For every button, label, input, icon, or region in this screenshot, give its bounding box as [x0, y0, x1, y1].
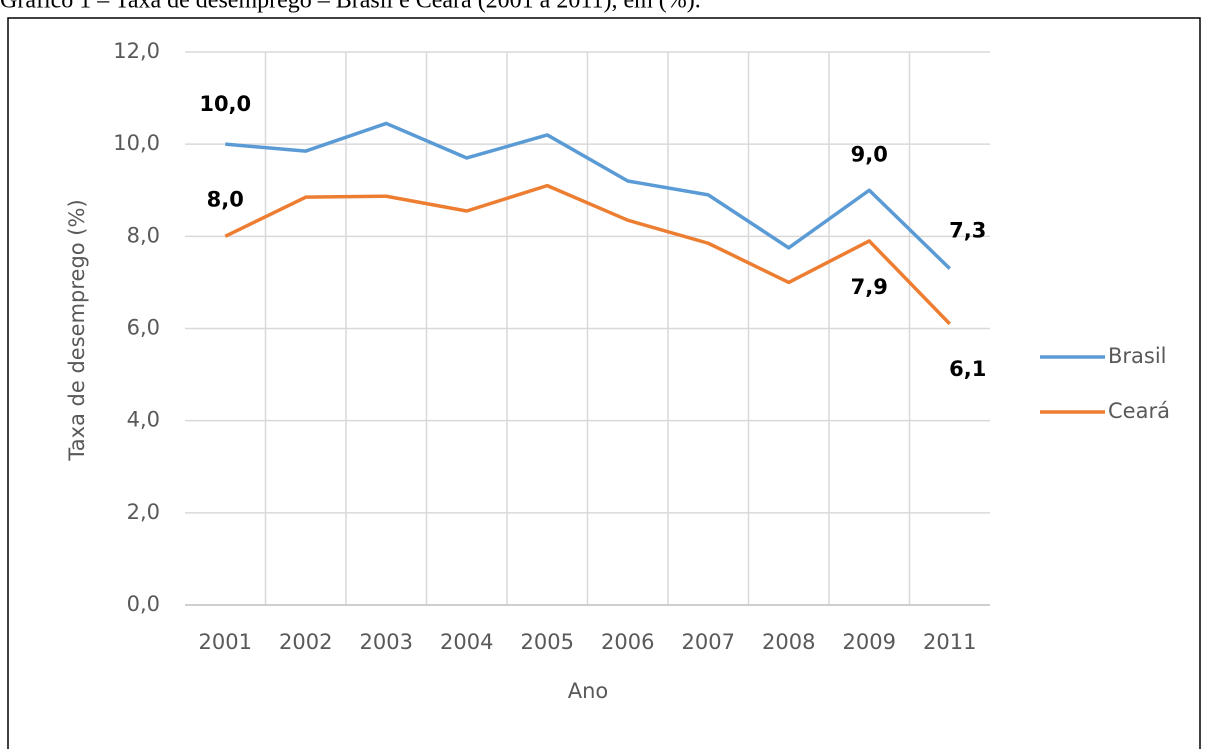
y-tick-label: 6,0 [127, 316, 160, 340]
x-tick-label: 2006 [601, 630, 654, 654]
x-tick-label: 2005 [521, 630, 574, 654]
y-tick-label: 12,0 [113, 39, 160, 63]
chart-border [7, 17, 1201, 749]
y-tick-label: 10,0 [113, 131, 160, 155]
data-label: 10,0 [199, 92, 251, 116]
data-label: 7,3 [949, 219, 986, 243]
data-label: 9,0 [851, 142, 888, 166]
x-tick-label: 2004 [440, 630, 493, 654]
y-axis-label: Taxa de desemprego (%) [65, 199, 89, 461]
x-tick-label: 2003 [360, 630, 413, 654]
data-label: 6,1 [949, 357, 986, 381]
x-tick-label: 2011 [923, 630, 976, 654]
y-tick-label: 2,0 [127, 500, 160, 524]
chart-title: Gráfico 1 – Taxa de desemprego – Brasil … [0, 0, 701, 14]
y-tick-label: 4,0 [127, 408, 160, 432]
data-label: 7,9 [851, 275, 888, 299]
x-tick-label: 2009 [843, 630, 896, 654]
y-tick-label: 0,0 [127, 592, 160, 616]
x-tick-label: 2007 [682, 630, 735, 654]
legend-label: Brasil [1108, 344, 1167, 368]
x-tick-label: 2008 [762, 630, 815, 654]
x-tick-label: 2001 [199, 630, 252, 654]
legend-label: Ceará [1108, 399, 1170, 423]
data-label: 8,0 [207, 187, 244, 211]
series-line [224, 183, 952, 326]
y-tick-label: 8,0 [127, 223, 160, 247]
x-axis-label: Ano [568, 679, 609, 703]
x-tick-label: 2002 [279, 630, 332, 654]
series-line [225, 121, 951, 270]
